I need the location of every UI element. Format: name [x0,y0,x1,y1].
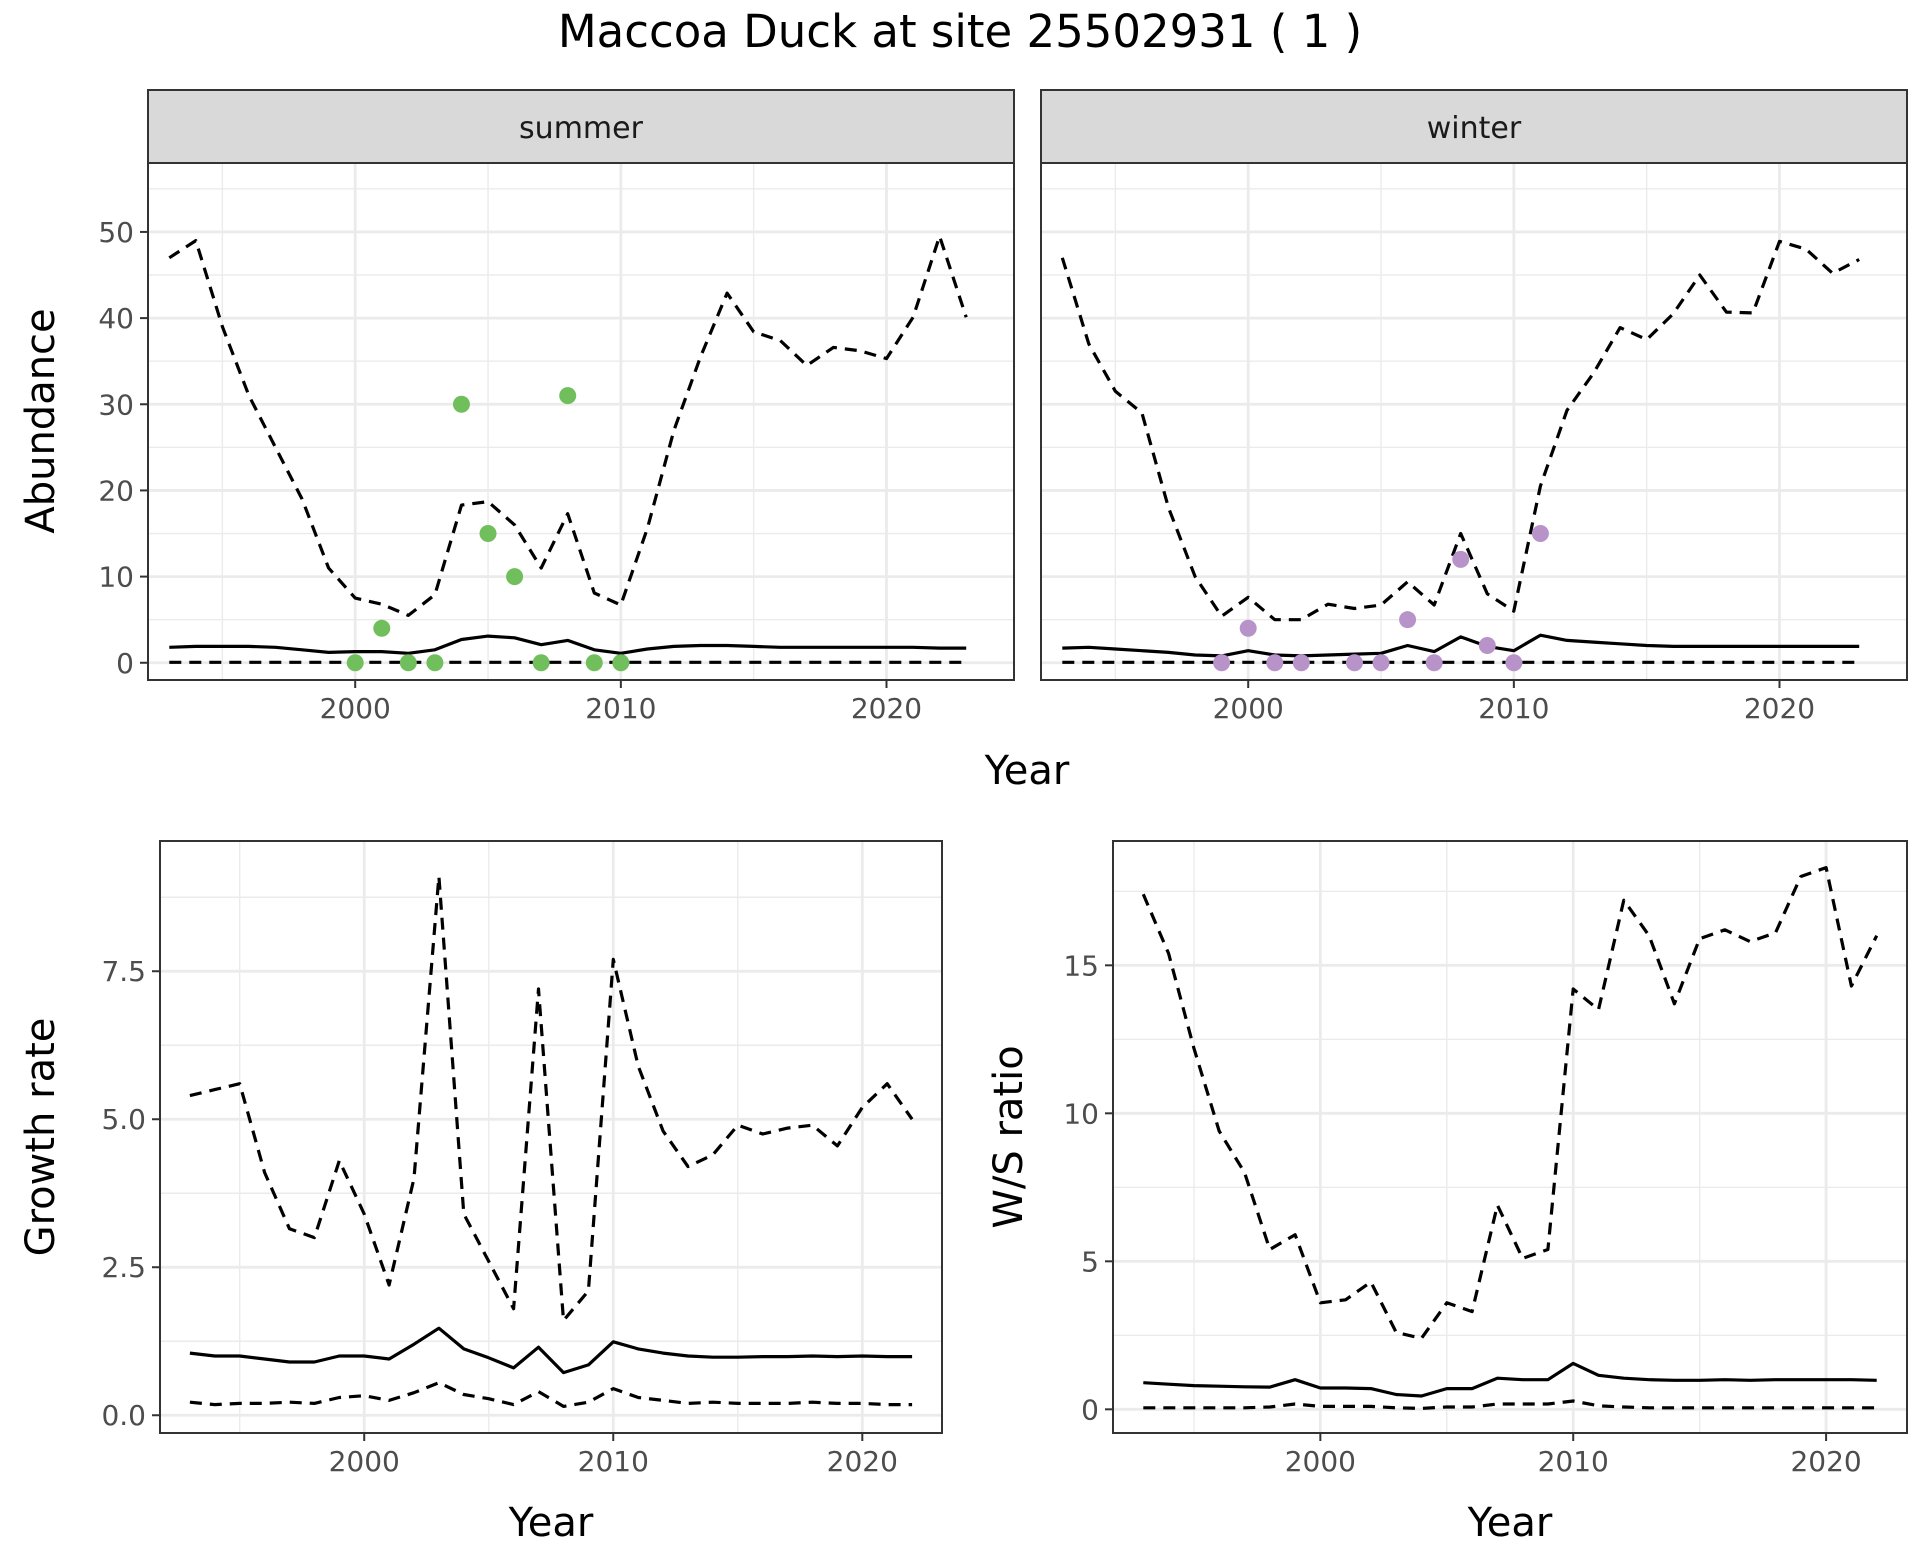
observed-count-point [346,654,364,672]
observed-count-point [1239,619,1257,637]
figure-title: Maccoa Duck at site 25502931 ( 1 ) [558,5,1362,58]
facet-strip [147,89,1015,164]
solid-series-line-1 [169,634,967,655]
abundance-y-axis-title: Abundance [18,308,64,533]
y-tick-label: 0.0 [101,1399,146,1432]
panel-background [1113,841,1907,1433]
x-tick-label: 2000 [320,692,391,725]
dashed-series-line-2 [168,234,968,618]
x-tick-label: 2020 [1744,692,1815,725]
y-tick-label: 0 [1081,1393,1099,1426]
observed-count-point [1266,654,1284,672]
y-tick-label: 5.0 [101,1103,146,1136]
y-tick-label: 15 [1063,949,1099,982]
growth-x-axis-title: Year [508,1500,594,1546]
y-tick-label: 30 [98,388,134,421]
observed-count-point [1478,637,1496,655]
panel-border [1112,840,1908,1434]
facet-strip-label: summer [519,111,644,146]
panel-background [148,163,1014,680]
observed-count-point [559,387,577,405]
observed-count-point [1213,654,1231,672]
x-tick-label: 2010 [585,692,656,725]
solid-series-line-1 [1062,633,1860,658]
x-tick-label: 2000 [1213,692,1284,725]
panel-border [159,840,943,1434]
abundance-winter-panel: winter 2000 2010 2020 [1040,89,1908,725]
observed-count-point [452,395,470,413]
y-tick-label: 20 [98,474,134,507]
x-tick-label: 2000 [329,1445,400,1478]
observed-count-point [426,654,444,672]
observed-count-point [1345,654,1363,672]
observed-count-point [479,525,497,543]
facet-strip-label: winter [1427,111,1522,146]
observed-count-point [373,619,391,637]
dashed-series-line-2 [1141,865,1879,1340]
x-tick-label: 2010 [578,1445,649,1478]
x-tick-label: 2020 [851,692,922,725]
observed-count-point [532,654,550,672]
observed-count-point [1452,550,1470,568]
dashed-series-line-3 [1143,1399,1877,1411]
y-tick-label: 5 [1081,1245,1099,1278]
observed-count-point [1505,654,1523,672]
observed-count-point [612,654,630,672]
observed-count-point [1372,654,1390,672]
abundance-x-axis-title: Year [984,748,1070,794]
x-tick-label: 2020 [1790,1445,1861,1478]
observed-count-point [1425,654,1443,672]
dashed-series-line-2 [1060,239,1860,622]
observed-count-point [1531,525,1549,543]
y-tick-label: 40 [98,302,134,335]
solid-series-line-1 [189,1326,913,1375]
growth-rate-panel: 2000 2010 2020 0.0 2.5 5.0 7.5 [101,840,943,1478]
panel-background [1041,163,1907,680]
panel-background [160,841,942,1433]
solid-series-line-1 [1143,1361,1877,1398]
y-tick-label: 7.5 [101,955,146,988]
observed-count-point [1292,654,1310,672]
observed-count-point [399,654,417,672]
ratio-x-axis-title: Year [1467,1500,1553,1546]
y-tick-label: 50 [98,216,134,249]
observed-count-point [585,654,603,672]
observed-count-point [1399,611,1417,629]
x-tick-label: 2010 [1538,1445,1609,1478]
dashed-series-line-3 [189,1381,913,1409]
abundance-summer-panel: summer 2000 2010 2020 0 10 20 30 40 50 [98,89,1015,725]
y-tick-label: 10 [98,561,134,594]
y-tick-label: 0 [116,647,134,680]
facet-strip [1040,89,1908,164]
y-tick-label: 2.5 [101,1251,146,1284]
ratio-y-axis-title: W/S ratio [986,1045,1032,1228]
x-tick-label: 2010 [1478,692,1549,725]
growth-y-axis-title: Growth rate [18,1018,64,1257]
observed-count-point [506,568,524,586]
ws-ratio-panel: 2000 2010 2020 0 5 10 15 [1063,840,1908,1478]
y-tick-label: 10 [1063,1097,1099,1130]
x-tick-label: 2020 [827,1445,898,1478]
dashed-series-line-2 [189,874,914,1323]
x-tick-label: 2000 [1285,1445,1356,1478]
